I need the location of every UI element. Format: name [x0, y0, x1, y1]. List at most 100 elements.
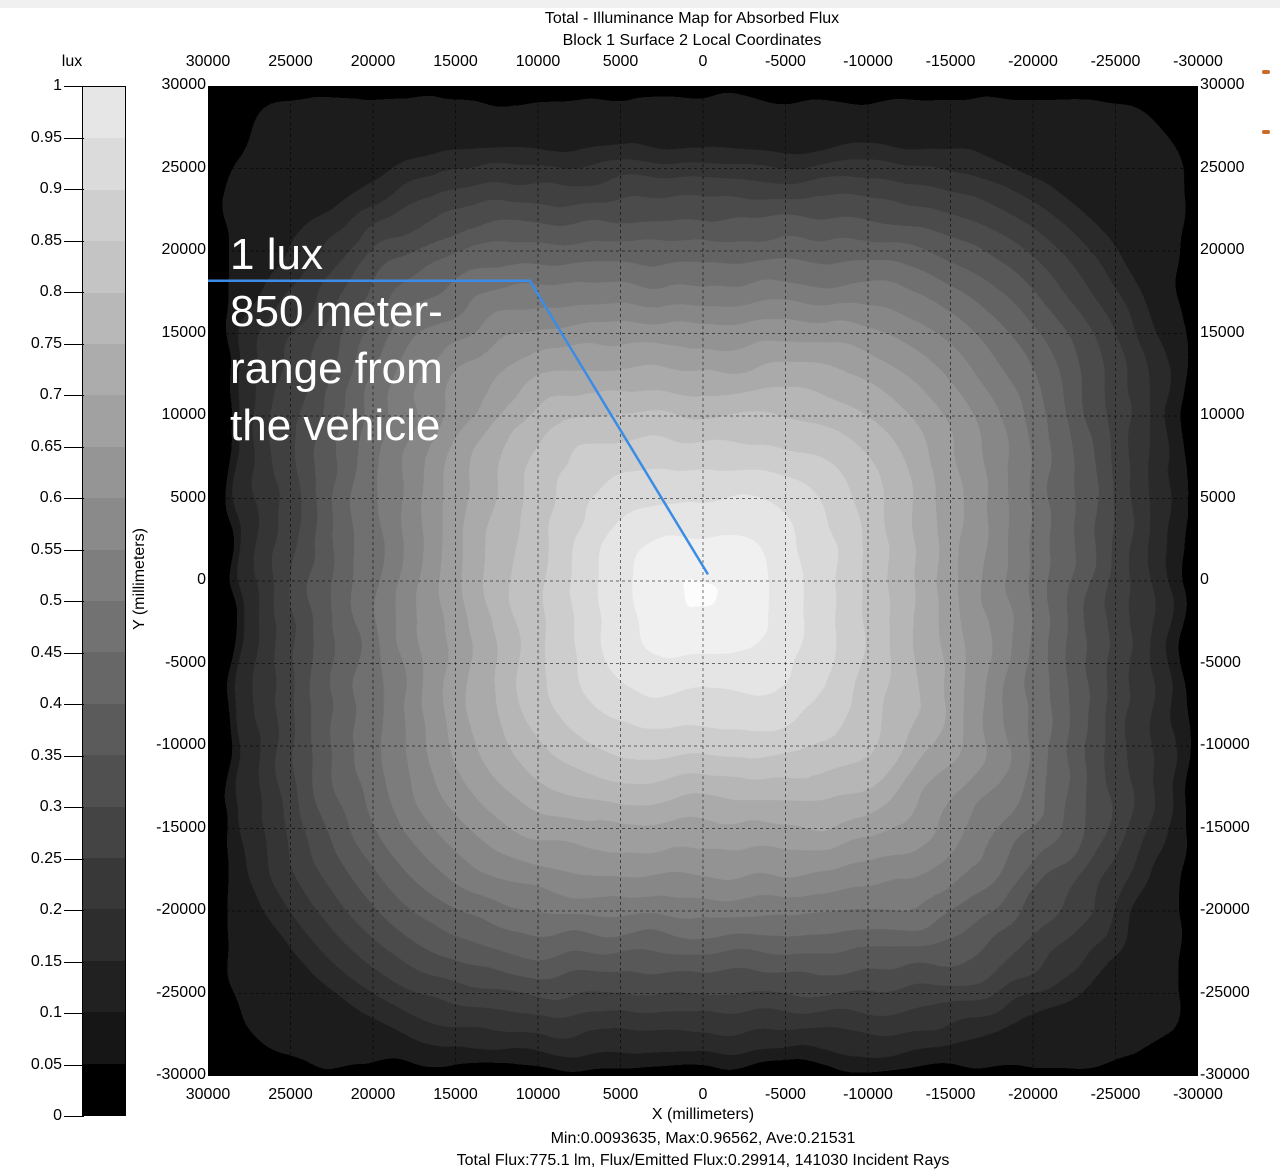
x-tick-label: 5000 [602, 53, 639, 70]
edge-marker [1262, 130, 1270, 134]
y-tick-label: -10000 [1200, 736, 1250, 753]
y-tick-label: 25000 [161, 158, 207, 176]
x-tick-label: 30000 [185, 53, 231, 70]
annotation-leader-line [208, 279, 710, 576]
colorbar-tick-label: 0.15 [30, 952, 62, 970]
annotation-line: 1 lux [230, 230, 323, 279]
x-tick-label: 5000 [602, 1086, 639, 1103]
stats-summary: Min:0.0093635, Max:0.96562, Ave:0.21531 [550, 1130, 856, 1147]
x-tick-label: 20000 [350, 53, 396, 70]
y-tick-label: 30000 [161, 76, 207, 93]
colorbar-tick-mark [64, 240, 84, 242]
colorbar-tick-mark [64, 1064, 84, 1066]
colorbar-tick-mark [64, 137, 84, 139]
annotation-line: range from [230, 344, 443, 393]
colorbar-band [83, 137, 125, 190]
x-tick-label: -25000 [1090, 53, 1141, 70]
colorbar-band [83, 857, 125, 910]
y-tick-label: -25000 [156, 983, 206, 1001]
x-tick-label: -5000 [765, 1086, 806, 1103]
colorbar-tick-mark [64, 549, 84, 551]
top-bar [0, 0, 1280, 8]
y-tick-label: -5000 [165, 653, 206, 671]
y-tick-label: -10000 [156, 736, 206, 753]
colorbar-band [83, 240, 125, 293]
x-tick-label: -30000 [1173, 53, 1223, 70]
colorbar-tick-mark [64, 1013, 84, 1014]
colorbar-band [83, 908, 125, 961]
colorbar-band [83, 189, 125, 242]
y-tick-label: 20000 [1200, 241, 1245, 258]
colorbar-tick-mark [64, 1116, 84, 1117]
y-tick-label: -15000 [156, 818, 206, 836]
x-tick-label: 30000 [185, 1086, 231, 1103]
colorbar-tick-label: 0.35 [30, 746, 62, 764]
x-tick-label: 20000 [350, 1086, 396, 1103]
colorbar-band [83, 497, 125, 550]
colorbar-band [83, 1011, 125, 1064]
y-tick-label: 10000 [1200, 406, 1245, 423]
x-tick-label: -30000 [1173, 1086, 1223, 1103]
plot-area [208, 86, 1198, 1076]
colorbar-tick-label: 0.55 [30, 540, 62, 558]
colorbar-tick-mark [64, 601, 84, 602]
colorbar-tick-label: 0.45 [30, 643, 62, 661]
colorbar-tick-mark [64, 446, 84, 448]
colorbar-tick-label: 0.6 [39, 489, 62, 506]
y-tick-label: 0 [197, 571, 206, 588]
colorbar-band [83, 1063, 125, 1115]
y-tick-label: -30000 [1200, 1066, 1250, 1083]
y-tick-label: 15000 [161, 323, 207, 341]
x-tick-label: -20000 [1008, 1086, 1058, 1103]
colorbar-tick-mark [64, 910, 84, 911]
x-tick-label: 15000 [433, 53, 478, 70]
colorbar-tick-label: 0.2 [39, 901, 62, 918]
y-tick-label: 25000 [1200, 158, 1245, 176]
colorbar-tick-mark [64, 189, 84, 190]
colorbar-band [83, 703, 125, 756]
y-tick-label: 10000 [161, 406, 207, 423]
colorbar-tick-mark [64, 961, 84, 963]
colorbar-band [83, 549, 125, 601]
colorbar-tick-label: 0.1 [39, 1004, 62, 1021]
colorbar-band [83, 292, 125, 344]
colorbar-band [83, 446, 125, 499]
colorbar [82, 86, 126, 1116]
x-tick-label: 15000 [433, 1086, 478, 1103]
x-tick-label: -10000 [843, 1086, 893, 1103]
x-tick-label: -15000 [925, 53, 976, 70]
x-axis-title: X (millimeters) [651, 1106, 755, 1123]
chart-title: Total - Illuminance Map for Absorbed Flu… [544, 10, 840, 27]
colorbar-tick-label: 0.95 [30, 128, 62, 146]
stats-flux: Total Flux:775.1 lm, Flux/Emitted Flux:0… [456, 1152, 950, 1169]
colorbar-tick-label: 0.85 [30, 231, 62, 249]
colorbar-tick-label: 0 [53, 1107, 62, 1124]
x-tick-label: 25000 [268, 53, 313, 70]
colorbar-tick-label: 0.3 [39, 798, 62, 815]
colorbar-tick-label: 0.7 [39, 386, 62, 403]
y-tick-label: -30000 [156, 1066, 206, 1083]
colorbar-tick-mark [64, 652, 84, 654]
x-tick-label: -10000 [843, 53, 893, 70]
colorbar-tick-label: 0.05 [30, 1055, 62, 1073]
colorbar-tick-mark [64, 807, 84, 808]
colorbar-tick-label: 1 [53, 77, 62, 94]
colorbar-tick-mark [64, 498, 84, 499]
colorbar-tick-label: 0.8 [39, 283, 62, 300]
colorbar-tick-label: 0.75 [30, 334, 62, 352]
y-tick-label: -25000 [1200, 983, 1250, 1001]
x-tick-label: -20000 [1008, 53, 1058, 70]
annotation-line: 850 meter- [230, 287, 443, 336]
chart-subtitle: Block 1 Surface 2 Local Coordinates [562, 32, 822, 49]
colorbar-band [83, 343, 125, 396]
y-axis-title: Y (millimeters) [131, 528, 148, 630]
x-tick-label: 10000 [515, 1086, 561, 1103]
y-tick-label: 0 [1200, 571, 1209, 588]
y-tick-label: -5000 [1200, 653, 1241, 671]
colorbar-band [83, 600, 125, 653]
colorbar-band [83, 806, 125, 858]
y-tick-label: -20000 [156, 901, 206, 918]
colorbar-band [83, 651, 125, 704]
colorbar-tick-mark [64, 292, 84, 293]
colorbar-band [83, 394, 125, 447]
